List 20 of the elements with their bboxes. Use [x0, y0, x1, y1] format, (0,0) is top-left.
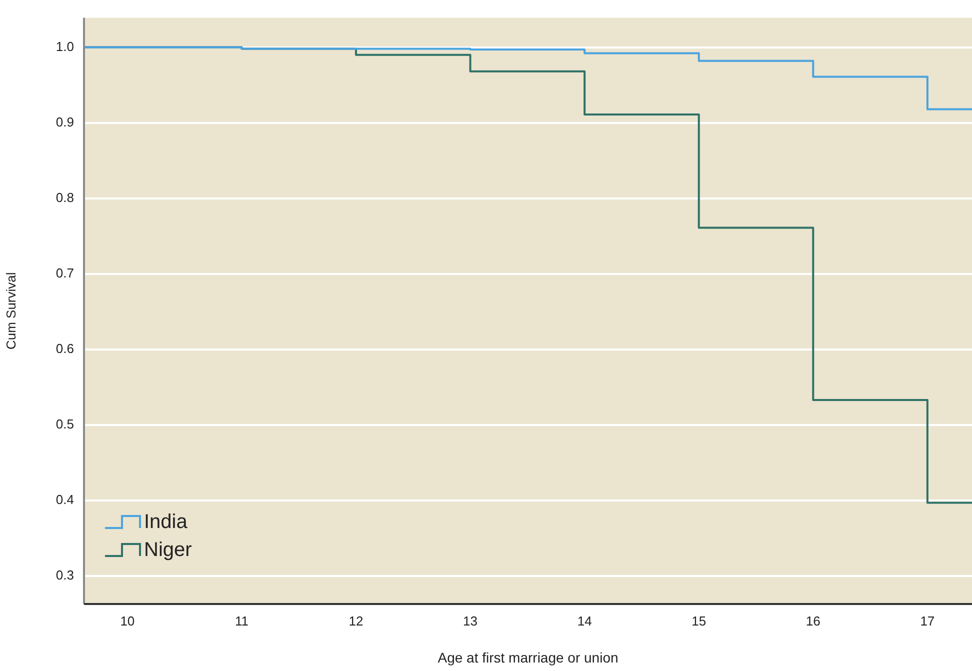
legend-label: India: [144, 510, 188, 534]
x-tick-label: 11: [234, 613, 248, 628]
legend-label: Niger: [144, 538, 192, 562]
x-tick-label: 14: [577, 613, 592, 628]
y-tick-label: 1.0: [56, 38, 74, 54]
x-tick-label: 16: [806, 613, 820, 628]
x-tick-label: 10: [120, 613, 135, 628]
y-tick-label: 0.6: [56, 341, 74, 356]
y-tick-label: 0.9: [56, 114, 74, 130]
y-tick-label: 0.4: [56, 492, 74, 508]
y-tick-label: 0.5: [56, 416, 74, 432]
x-tick-label: 17: [920, 613, 935, 628]
y-tick-label: 0.8: [56, 190, 74, 205]
y-tick-label: 0.7: [56, 265, 74, 280]
y-tick-label: 0.3: [56, 568, 74, 583]
x-tick-label: 15: [692, 613, 706, 628]
x-tick-label: 12: [348, 613, 364, 628]
x-axis-title: Age at first marriage or union: [438, 649, 618, 666]
x-tick-label: 13: [463, 613, 478, 628]
y-axis-title: Cum Survival: [3, 272, 18, 350]
